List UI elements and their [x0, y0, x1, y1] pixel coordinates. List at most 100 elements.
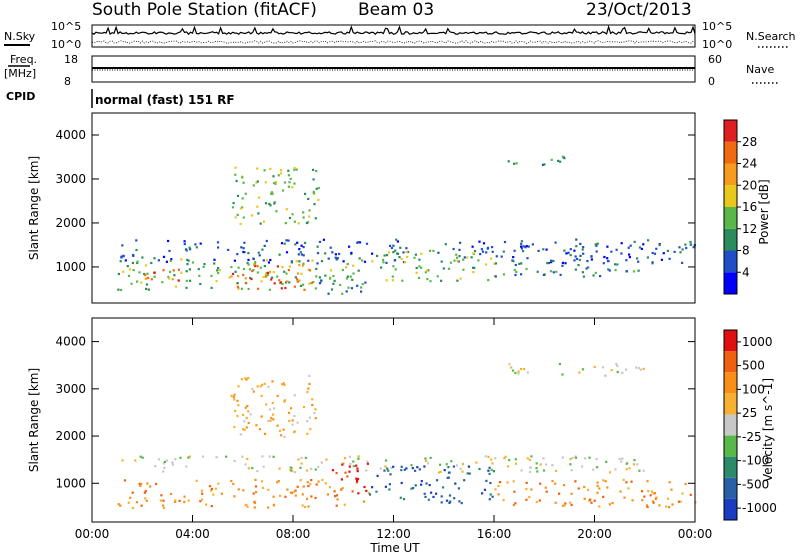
range-gate-cell [230, 394, 233, 397]
range-gate-cell [570, 469, 573, 472]
velocity-ylabel: Slant Range [km] [27, 368, 41, 472]
range-gate-cell [640, 247, 643, 250]
range-gate-cell [615, 248, 618, 251]
range-gate-cell [588, 456, 591, 459]
range-gate-cell [447, 476, 450, 479]
range-gate-cell [623, 496, 626, 499]
range-gate-cell [267, 271, 270, 274]
range-gate-cell [205, 503, 208, 506]
range-gate-cell [430, 491, 433, 494]
range-gate-cell [312, 192, 315, 195]
range-gate-cell [313, 203, 316, 206]
range-gate-cell [327, 292, 330, 295]
range-gate-cell [525, 267, 528, 271]
range-gate-cell [494, 488, 497, 491]
range-gate-cell [514, 458, 517, 461]
range-gate-cell [336, 498, 339, 501]
range-gate-cell [126, 265, 129, 268]
range-gate-cell [305, 497, 309, 500]
range-gate-cell [332, 282, 335, 285]
range-gate-cell [436, 275, 439, 278]
range-gate-cell [491, 462, 494, 465]
range-gate-cell [293, 394, 296, 397]
range-gate-cell [119, 504, 122, 507]
range-gate-cell [440, 260, 443, 263]
range-gate-cell [308, 215, 311, 218]
range-gate-cell [138, 482, 141, 485]
range-gate-cell [263, 244, 266, 247]
range-gate-cell [189, 248, 192, 251]
range-gate-cell [153, 257, 156, 260]
range-gate-cell [462, 268, 465, 271]
range-gate-cell [384, 485, 387, 488]
range-gate-cell [684, 482, 687, 486]
range-gate-cell [344, 471, 347, 474]
range-gate-cell [338, 252, 341, 256]
range-gate-cell [232, 396, 235, 399]
range-gate-cell [660, 258, 663, 261]
range-gate-cell [296, 278, 299, 281]
range-gate-cell [235, 179, 238, 183]
range-gate-cell [188, 268, 191, 271]
range-gate-cell [632, 270, 636, 273]
range-gate-cell [271, 401, 274, 405]
range-gate-cell [249, 276, 252, 280]
range-gate-cell [341, 292, 344, 295]
range-gate-cell [236, 399, 239, 402]
range-gate-cell [449, 500, 452, 503]
power-cbar-label: Power [dB] [757, 179, 771, 244]
nsky-label: N.Sky [4, 30, 36, 43]
range-gate-cell [283, 181, 287, 184]
range-gate-cell [177, 279, 180, 282]
range-gate-cell [518, 262, 521, 265]
range-gate-cell [546, 262, 549, 265]
range-gate-cell [262, 259, 265, 262]
range-gate-cell [467, 465, 470, 468]
range-gate-cell [201, 455, 204, 458]
range-gate-cell [316, 245, 319, 248]
range-gate-cell [273, 181, 276, 185]
range-gate-cell [376, 474, 379, 477]
range-gate-cell [452, 465, 455, 468]
power-colorbar: 4 8 12 16 20 24 28 [723, 119, 757, 295]
range-gate-cell [308, 269, 312, 272]
range-gate-cell [145, 287, 148, 290]
range-gate-cell [527, 245, 530, 248]
station-title: South Pole Station (fitACF) [92, 0, 317, 20]
range-gate-cell [349, 462, 352, 465]
range-gate-cell [297, 222, 300, 225]
range-gate-cell [390, 466, 393, 469]
range-gate-cell [598, 487, 601, 490]
range-gate-cell [153, 275, 156, 278]
range-gate-cell [306, 420, 309, 423]
colorbar-tick-label: -100 [742, 454, 769, 468]
range-gate-cell [394, 249, 397, 252]
range-gate-cell [314, 217, 317, 220]
nave-tick-top: 60 [708, 53, 722, 66]
range-gate-cell [574, 480, 577, 483]
range-gate-cell [491, 246, 494, 249]
range-gate-cell [227, 248, 230, 251]
range-gate-cell [279, 281, 283, 284]
range-gate-cell [633, 459, 636, 462]
range-gate-cell [517, 370, 520, 373]
range-gate-cell [191, 261, 195, 264]
range-gate-cell [220, 492, 223, 495]
range-gate-cell [307, 221, 310, 224]
range-gate-cell [569, 458, 572, 461]
range-gate-cell [440, 279, 443, 282]
range-gate-cell [250, 278, 253, 281]
range-gate-cell [486, 247, 489, 250]
range-gate-cell [256, 265, 259, 268]
range-gate-cell [646, 256, 649, 259]
range-gate-cell [585, 267, 588, 270]
nsky-trace [91, 24, 696, 44]
range-gate-cell [679, 251, 682, 254]
range-gate-cell [690, 243, 693, 246]
range-gate-cell [287, 411, 291, 414]
range-gate-cell [380, 266, 383, 269]
range-gate-cell [658, 504, 661, 507]
range-gate-cell [621, 457, 624, 460]
range-gate-cell [258, 254, 261, 257]
range-gate-cell [578, 258, 581, 262]
